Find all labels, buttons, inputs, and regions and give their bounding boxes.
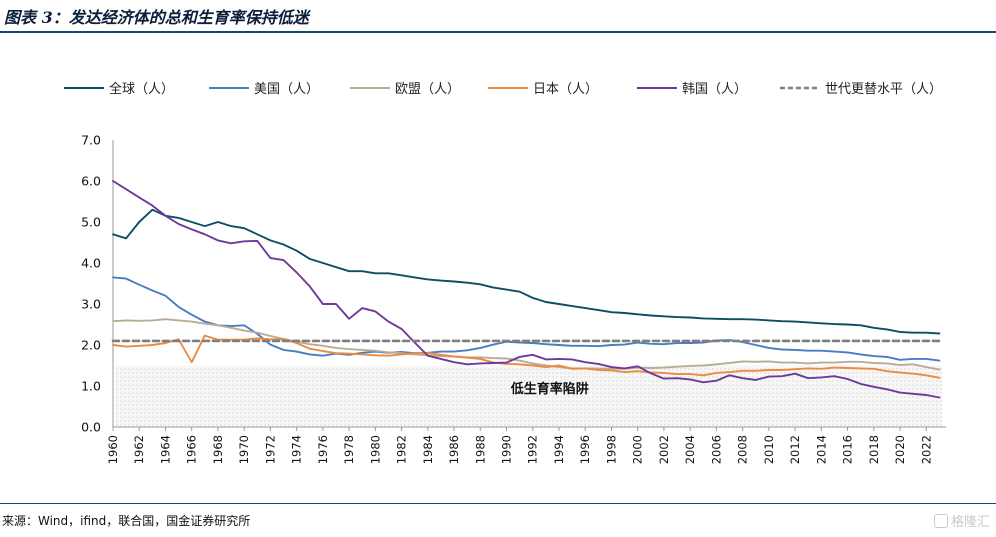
x-tick-label: 1976 — [316, 435, 330, 464]
x-tick-label: 1966 — [185, 435, 199, 464]
legend-label-korea: 韩国（人） — [682, 82, 747, 97]
footer-divider — [0, 503, 996, 504]
x-tick-label: 1994 — [552, 435, 566, 464]
x-tick-label: 2018 — [867, 435, 881, 464]
y-tick-label: 0.0 — [81, 420, 101, 435]
y-tick-label: 1.0 — [81, 379, 101, 394]
source-note: 来源：Wind，ifind，联合国，国金证券研究所 — [2, 514, 251, 528]
trap-band — [115, 365, 942, 427]
x-tick-label: 2002 — [657, 435, 671, 464]
series-line-korea — [112, 180, 941, 399]
x-tick-label: 1990 — [500, 435, 514, 464]
legend-label-replacement: 世代更替水平（人） — [825, 82, 942, 97]
x-tick-label: 2006 — [709, 435, 723, 464]
x-tick-label: 1968 — [211, 435, 225, 464]
y-tick-label: 7.0 — [81, 133, 101, 148]
y-tick-label: 6.0 — [81, 174, 101, 189]
legend-label-global: 全球（人） — [109, 81, 174, 97]
x-tick-label: 1962 — [132, 435, 146, 464]
chart-title: 图表 3：发达经济体的总和生育率保持低迷 — [4, 8, 309, 27]
x-tick-label: 2000 — [631, 435, 645, 464]
x-tick-label: 2014 — [814, 435, 828, 464]
x-tick-label: 1970 — [237, 435, 251, 464]
x-tick-label: 2012 — [788, 435, 802, 464]
x-tick-label: 1988 — [473, 435, 487, 464]
y-tick-label: 4.0 — [81, 256, 101, 271]
fertility-rate-chart: 全球（人） 美国（人） 欧盟（人） 日本（人） 韩国（人） 世代更替水平（人） 0.0 1.… — [64, 81, 946, 464]
x-tick-label: 1986 — [447, 435, 461, 464]
legend-label-usa: 美国（人） — [254, 82, 319, 97]
x-tick-label: 2004 — [683, 435, 697, 464]
series-line-global — [112, 208, 941, 335]
low-fertility-trap-region — [115, 365, 942, 427]
x-tick-label: 1992 — [526, 435, 540, 464]
y-tick-label: 2.0 — [81, 338, 101, 353]
legend-label-japan: 日本（人） — [533, 82, 598, 97]
header-divider — [0, 31, 996, 33]
y-tick-label: 5.0 — [81, 215, 101, 230]
x-tick-label: 2016 — [841, 435, 855, 464]
chart-series — [111, 180, 941, 399]
series-line-eu — [112, 318, 941, 371]
x-tick-label: 2008 — [736, 435, 750, 464]
x-tick-label: 1960 — [106, 435, 120, 464]
watermark-logo-icon — [933, 514, 948, 528]
chart-annotations: 低生育率陷阱 — [510, 381, 589, 397]
x-tick-label: 1998 — [604, 435, 618, 464]
x-tick-label: 1982 — [395, 435, 409, 464]
chart-axes: 0.0 1.0 2.0 3.0 4.0 5.0 6.0 7.0 1960 1962 1964 1966… — [81, 133, 946, 464]
x-tick-label: 1978 — [342, 435, 356, 464]
legend-label-eu: 欧盟（人） — [395, 82, 460, 97]
x-tick-label: 1980 — [368, 435, 382, 464]
series-line-japan — [112, 334, 941, 379]
chart-legend: 全球（人） 美国（人） 欧盟（人） 日本（人） 韩国（人） 世代更替水平（人） — [64, 81, 942, 97]
x-tick-label: 1964 — [158, 435, 172, 464]
x-tick-label: 1996 — [578, 435, 592, 464]
low-fertility-trap-label: 低生育率陷阱 — [510, 381, 589, 397]
watermark-text: 格隆汇 — [950, 515, 990, 530]
x-tick-label: 1972 — [263, 435, 277, 464]
y-tick-label: 3.0 — [81, 297, 101, 312]
x-tick-label: 1974 — [290, 435, 304, 464]
x-tick-label: 2022 — [919, 435, 933, 464]
watermark: 格隆汇 — [933, 511, 990, 530]
x-tick-label: 1984 — [421, 435, 435, 464]
x-tick-label: 2020 — [893, 435, 907, 464]
series-line-usa — [112, 276, 941, 362]
x-tick-label: 2010 — [762, 435, 776, 464]
